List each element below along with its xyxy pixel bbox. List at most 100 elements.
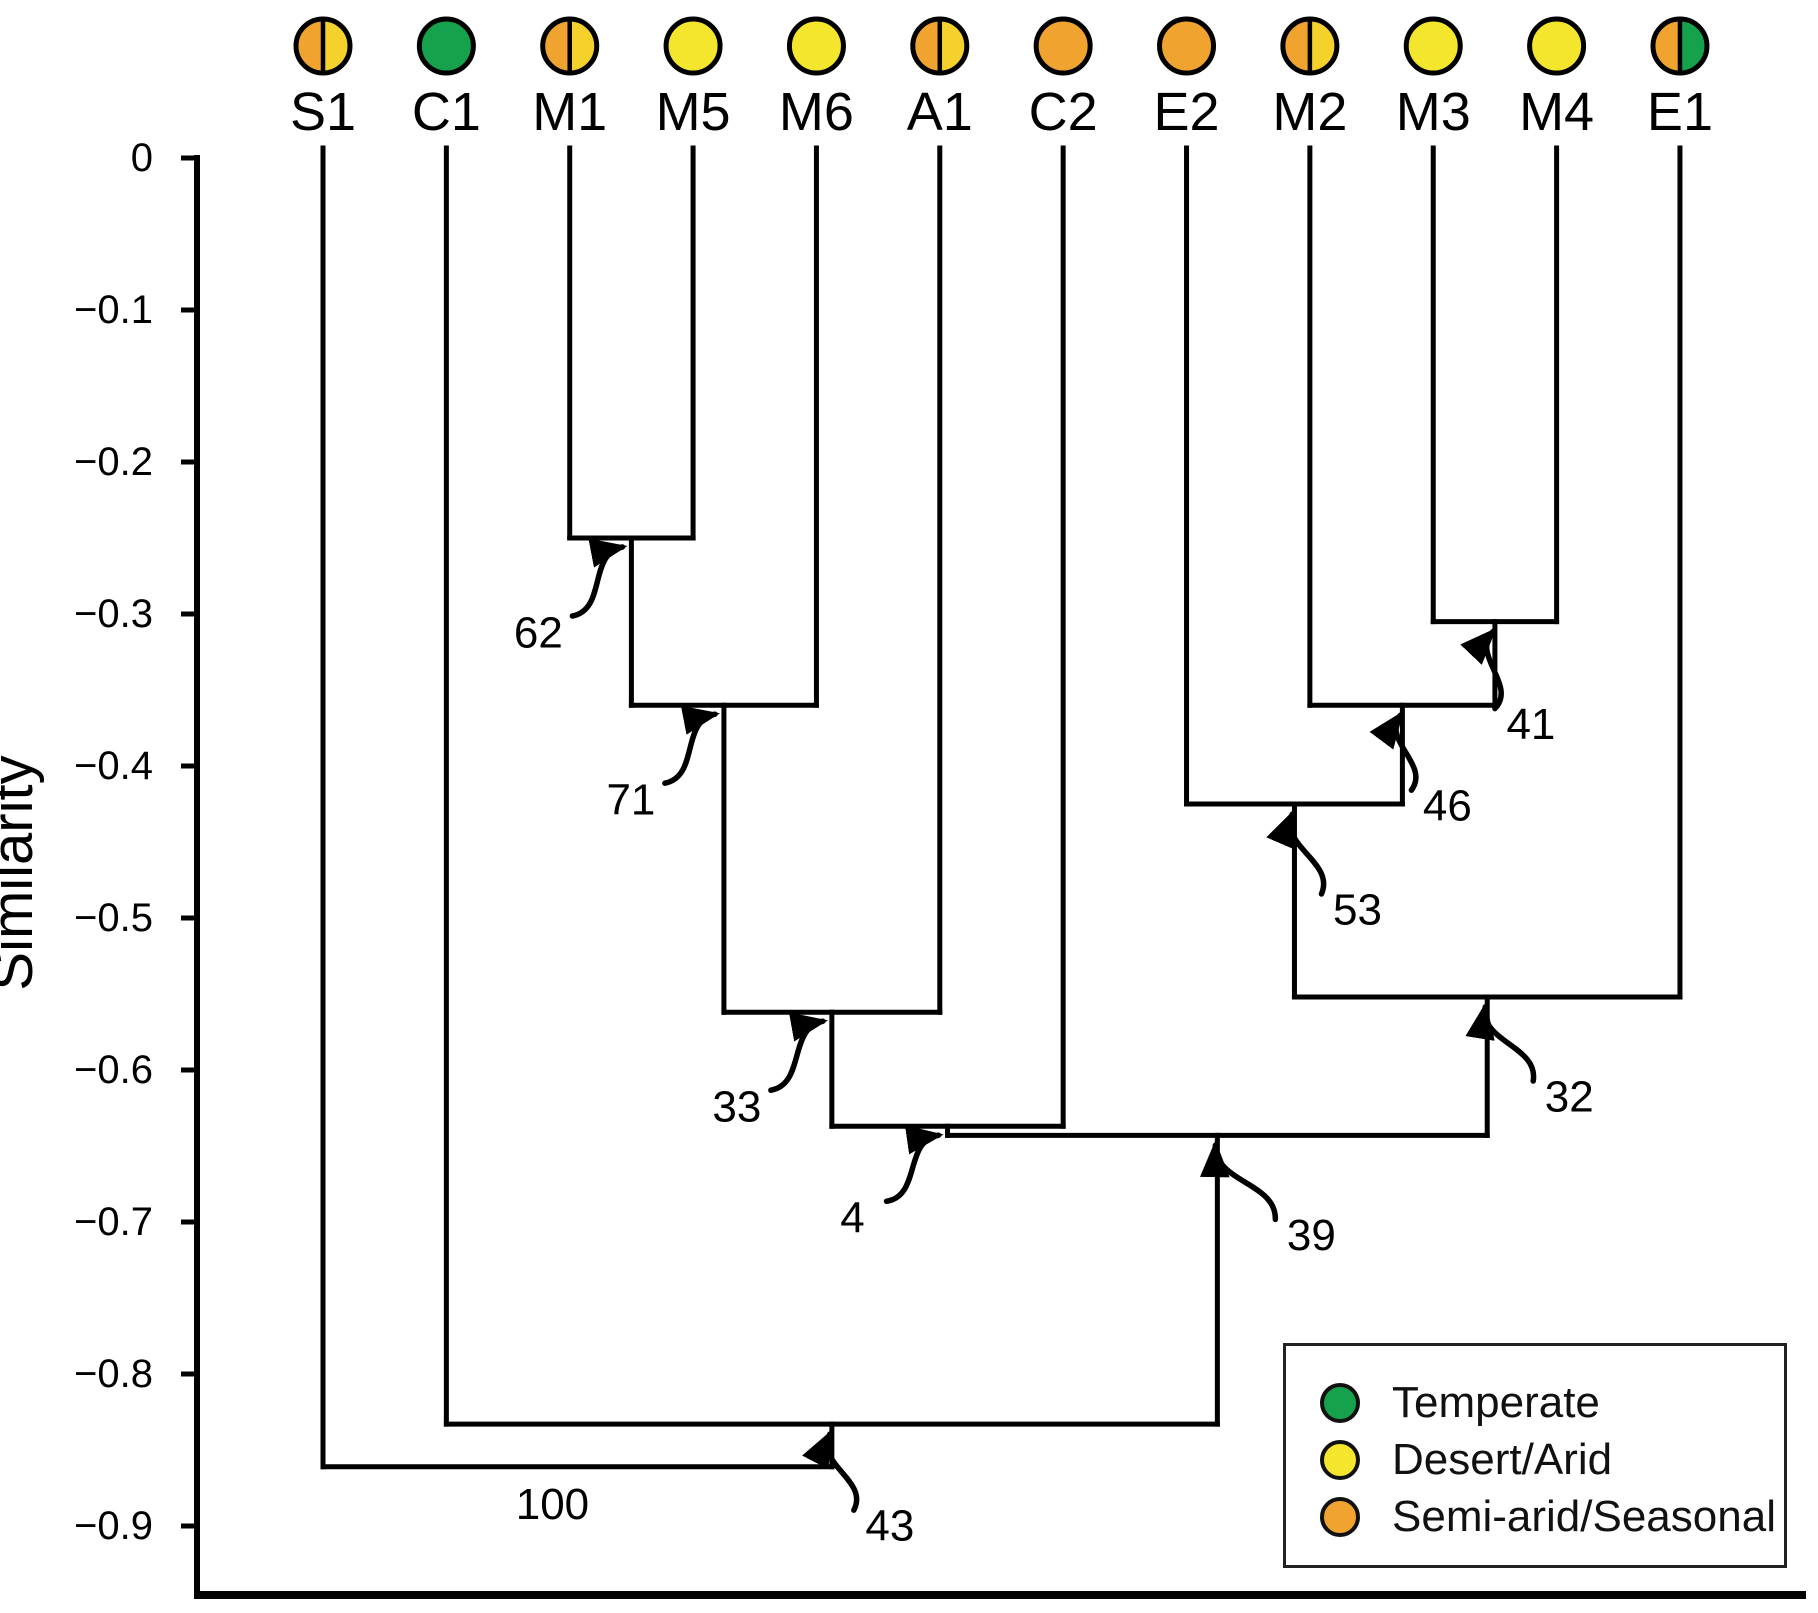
leaf-label-C2: C2: [1029, 82, 1098, 142]
y-tick-label: −0.3: [74, 592, 153, 636]
split-circle-outline-icon: [1650, 16, 1710, 76]
leaf-label-A1: A1: [907, 82, 973, 142]
leaf-label-C1: C1: [412, 82, 481, 142]
bootstrap-annotation-71: 71: [606, 705, 721, 825]
squiggle-arrow-icon: [1266, 809, 1327, 897]
leaf-label-M3: M3: [1396, 82, 1471, 142]
bootstrap-annotation-41: 41: [1460, 627, 1555, 749]
y-axis: 0 −0.1 −0.2 −0.3 −0.4 −0.5 −0.6 −0.7 −0.8 −0.9: [74, 136, 1806, 1599]
squiggle-arrow-icon: [1460, 627, 1504, 712]
legend-label-desert-arid: Desert/Arid: [1392, 1434, 1613, 1484]
orange-circle-icon: [1157, 16, 1217, 76]
bootstrap-annotation-33: 33: [712, 1012, 828, 1132]
legend-item-semi-arid-seasonal: Semi-arid/Seasonal: [1320, 1491, 1784, 1541]
leaf-label-M5: M5: [656, 82, 731, 142]
green-circle-icon: [416, 16, 476, 76]
bootstrap-annotation-46: 46: [1369, 711, 1472, 831]
legend: Temperate Desert/Arid Semi-arid/Seasonal: [1283, 1343, 1787, 1568]
bootstrap-value: 100: [516, 1480, 589, 1529]
squiggle-arrow-icon: [768, 1012, 828, 1093]
legend-label-semi-arid-seasonal: Semi-arid/Seasonal: [1392, 1491, 1776, 1541]
split-circle-outline-icon: [1280, 16, 1340, 76]
leaf-label-E1: E1: [1647, 82, 1713, 142]
leaf-C2: C2: [1029, 16, 1098, 142]
bootstrap-annotation-39: 39: [1200, 1140, 1336, 1260]
temperate-circle-icon: [1320, 1382, 1360, 1423]
orange-half-icon: [296, 19, 323, 73]
semi-arid-seasonal-circle-icon: [1320, 1496, 1360, 1537]
bootstrap-annotation-43: 43: [802, 1429, 914, 1551]
leaf-label-M1: M1: [532, 82, 607, 142]
leaf-M4: M4: [1519, 16, 1594, 142]
bootstrap-annotation-53: 53: [1266, 809, 1382, 935]
bootstrap-value: 53: [1333, 886, 1382, 935]
yellow-circle-icon: [1527, 16, 1587, 76]
bootstrap-annotation-100: 100: [516, 1480, 589, 1529]
leaf-A1: A1: [907, 16, 973, 142]
bootstrap-value: 33: [712, 1083, 761, 1132]
bootstrap-value: 4: [840, 1194, 864, 1243]
y-tick-label: −0.8: [74, 1352, 153, 1396]
bootstrap-value: 71: [606, 776, 655, 825]
squiggle-arrow-icon: [802, 1429, 860, 1513]
y-tick-label: −0.9: [74, 1504, 153, 1548]
bootstrap-value: 32: [1545, 1073, 1594, 1122]
squiggle-arrow-icon: [1369, 711, 1419, 793]
squiggle-arrow-icon: [569, 538, 628, 619]
leaf-label-S1: S1: [290, 82, 356, 142]
y-tick-label: −0.4: [74, 744, 153, 788]
leaf-label-M6: M6: [779, 82, 854, 142]
bootstrap-value: 46: [1423, 782, 1472, 831]
squiggle-arrow-icon: [883, 1125, 944, 1204]
gold-half-icon: [569, 19, 597, 73]
leaf-M3: M3: [1396, 16, 1471, 142]
bootstrap-annotation-62: 62: [514, 538, 628, 658]
leaf-label-M2: M2: [1272, 82, 1347, 142]
gold-half-icon: [1309, 19, 1337, 73]
yellow-circle-icon: [663, 16, 723, 76]
y-tick-label: 0: [131, 136, 153, 180]
squiggle-arrow-icon: [1200, 1140, 1279, 1223]
bootstrap-value: 43: [865, 1502, 914, 1551]
leaf-S1: S1: [290, 16, 356, 142]
bootstrap-value: 62: [514, 609, 563, 658]
y-tick-label: −0.1: [74, 288, 153, 332]
y-tick-label: −0.7: [74, 1200, 153, 1244]
y-tick-label: −0.2: [74, 440, 153, 484]
orange-half-icon: [542, 19, 570, 73]
split-circle-outline-icon: [540, 16, 600, 76]
bootstrap-value: 39: [1287, 1211, 1336, 1260]
bootstrap-annotation-4: 4: [840, 1125, 944, 1243]
orange-half-icon: [912, 19, 940, 73]
leaf-M2: M2: [1272, 16, 1347, 142]
leaf-M1: M1: [532, 16, 607, 142]
bootstrap-annotations: 62 71 33 4 41 46 53 32 39 43 100: [514, 538, 1594, 1551]
orange-half-icon: [1282, 19, 1310, 73]
y-tick-label: −0.5: [74, 896, 153, 940]
legend-item-temperate: Temperate: [1320, 1377, 1784, 1427]
split-circle-outline-icon: [910, 16, 970, 76]
leaf-C1: C1: [412, 16, 481, 142]
orange-circle-icon: [1033, 16, 1093, 76]
desert-arid-circle-icon: [1320, 1439, 1360, 1480]
leaf-label-E2: E2: [1153, 82, 1219, 142]
legend-label-temperate: Temperate: [1392, 1377, 1600, 1427]
dendrogram-tree: [320, 145, 1683, 1470]
y-tick-label: −0.6: [74, 1048, 153, 1092]
yellow-circle-icon: [786, 16, 846, 76]
bootstrap-annotation-32: 32: [1465, 1001, 1594, 1122]
leaf-row: S1 C1 M1 M5 M6 A1 C2 E2 M2 M3 M4 E1: [290, 16, 1713, 142]
squiggle-arrow-icon: [662, 705, 721, 786]
leaf-E1: E1: [1647, 16, 1713, 142]
squiggle-arrow-icon: [1465, 1001, 1537, 1084]
leaf-M6: M6: [779, 16, 854, 142]
leaf-label-M4: M4: [1519, 82, 1594, 142]
y-axis-title: Similarity: [0, 755, 45, 990]
gold-half-icon: [939, 19, 967, 73]
gold-half-icon: [323, 19, 350, 73]
leaf-M5: M5: [656, 16, 731, 142]
legend-item-desert-arid: Desert/Arid: [1320, 1434, 1784, 1484]
orange-half-icon: [1652, 19, 1680, 73]
